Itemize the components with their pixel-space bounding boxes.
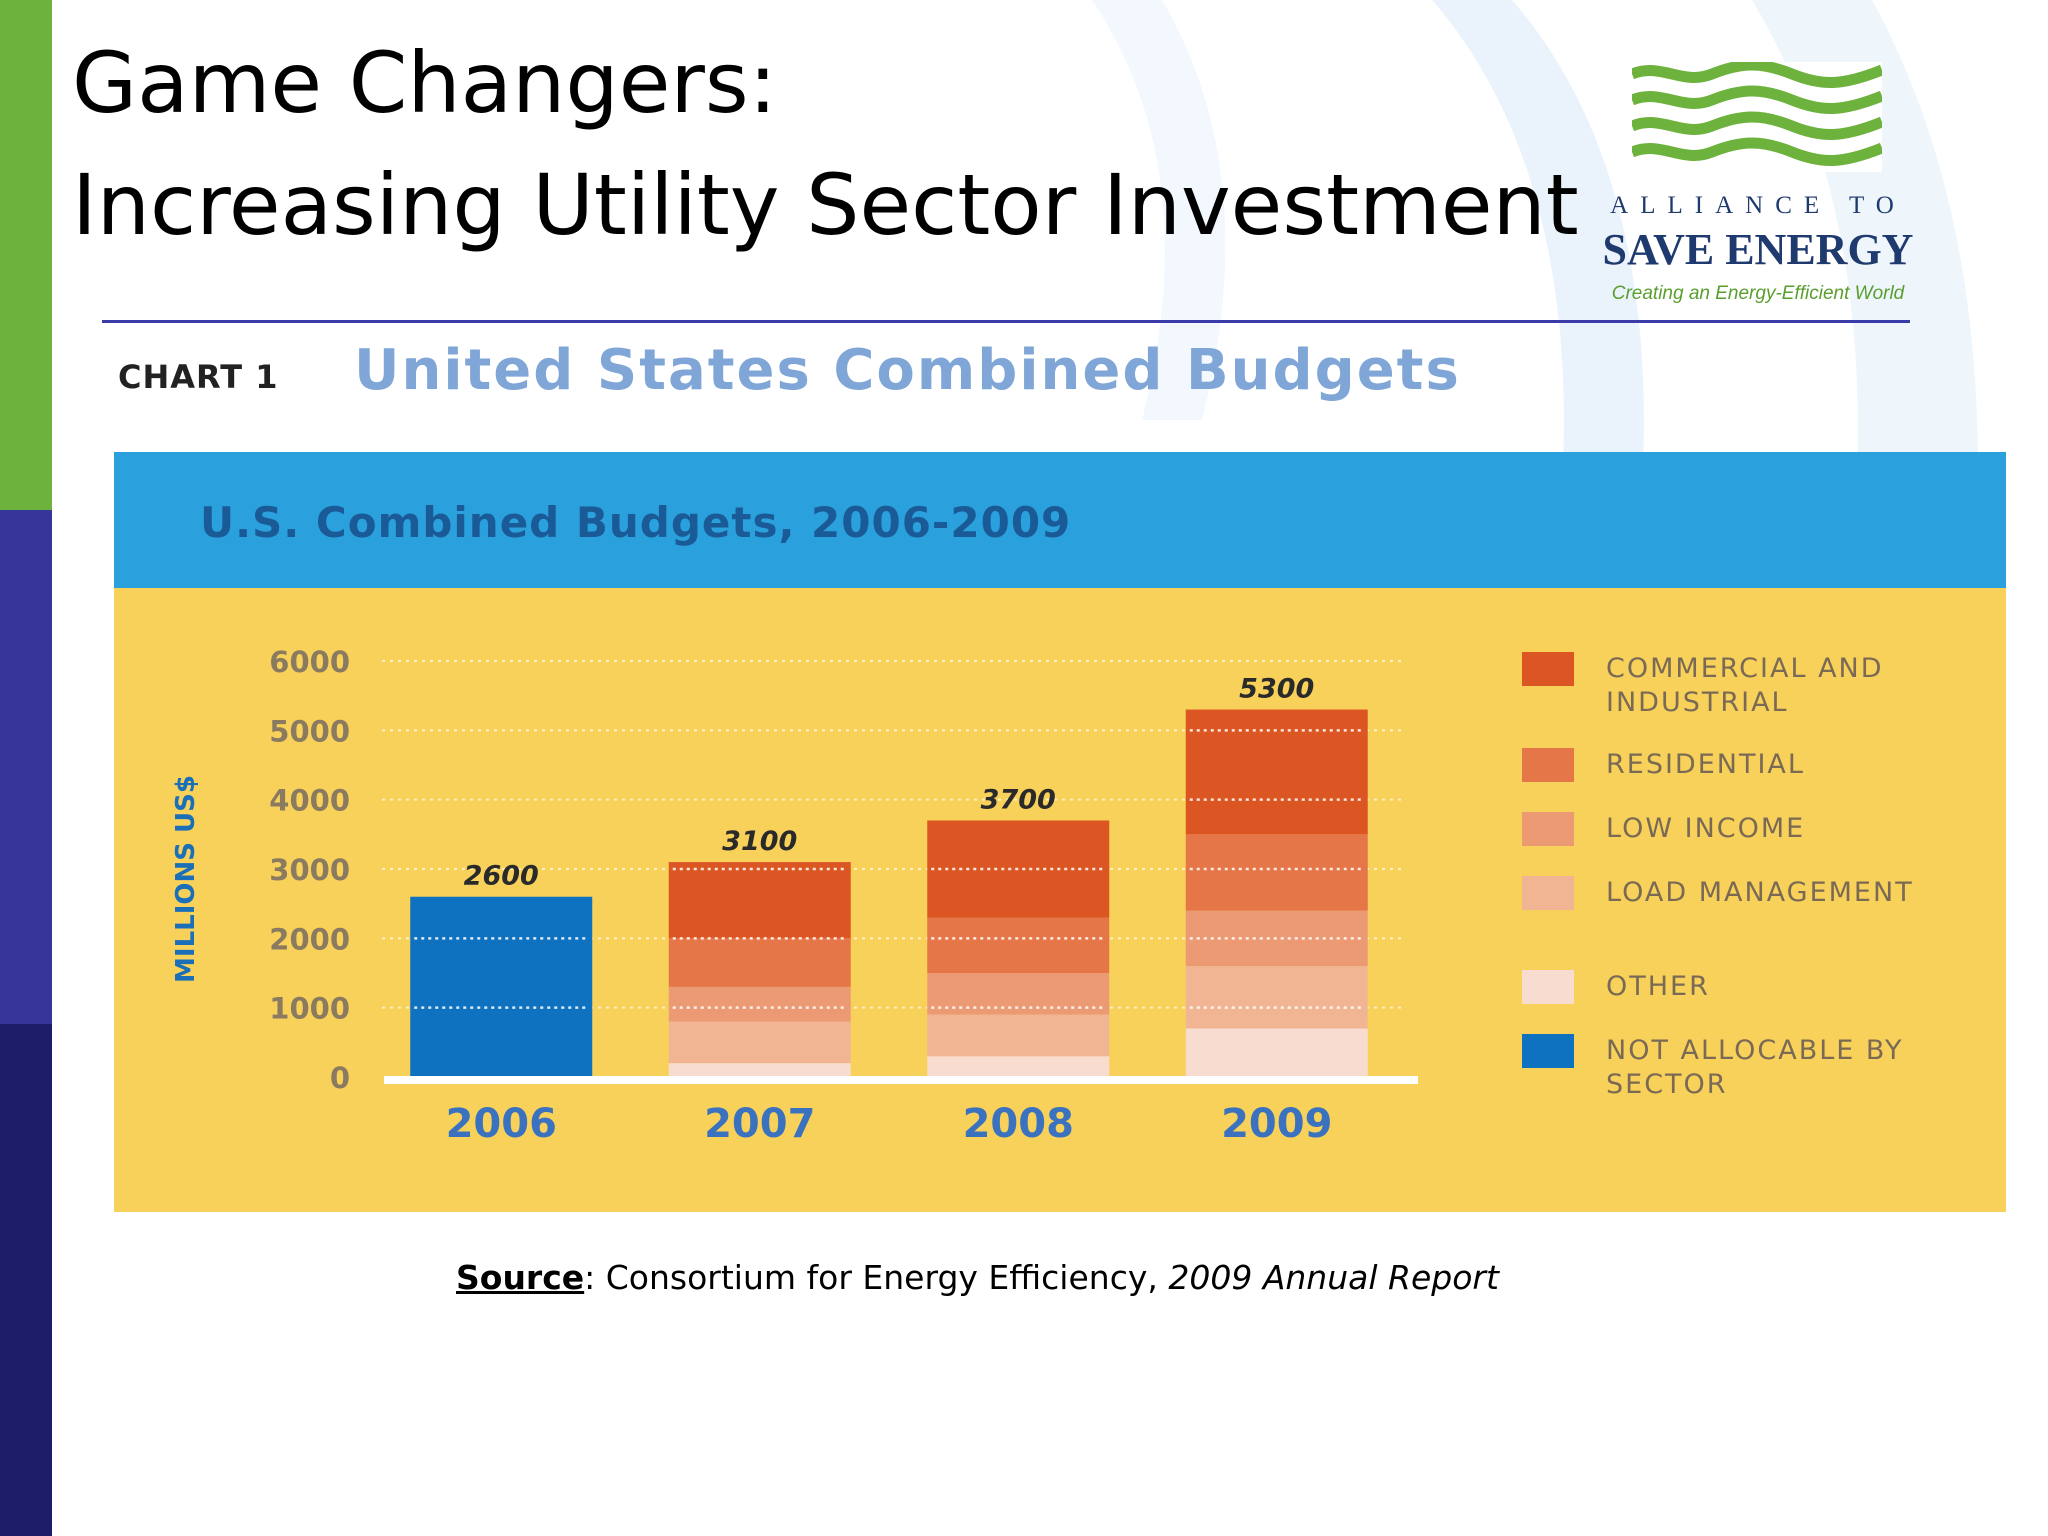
y-tick-label: 6000 [269, 645, 350, 679]
logo-line-save-energy: SAVE ENERGY [1602, 225, 1914, 274]
slide-title-line-2: Increasing Utility Sector Investment [72, 156, 1579, 254]
bar-chart: 0 1000 2000 3000 4000 5000 6000 MILLIONS US$ 260… [171, 645, 1418, 1147]
y-axis-title: MILLIONS US$ [171, 775, 201, 983]
x-tick-label: 2009 [1221, 1101, 1332, 1147]
bar-total-label: 3700 [981, 784, 1056, 815]
legend-swatch [1522, 876, 1574, 910]
logo-tagline: Creating an Energy-Efficient World [1611, 283, 1905, 304]
chart-panel: U.S. Combined Budgets, 2006-2009 0 1000 20… [114, 452, 2006, 1212]
bar-segment-residential [1185, 834, 1368, 911]
source-text: : Consortium for Energy Efficiency, [584, 1258, 1169, 1297]
legend-label: COMMERCIAL AND INDUSTRIAL [1606, 653, 1884, 718]
y-tick-label: 1000 [269, 992, 350, 1026]
legend-label: OTHER [1606, 971, 1710, 1002]
x-tick-label: 2007 [704, 1101, 815, 1147]
source-report-title: 2009 Annual Report [1168, 1258, 1499, 1297]
bar-segment-other [927, 1056, 1110, 1077]
left-accent-bar [0, 0, 52, 1536]
legend-label: NOT ALLOCABLE BY SECTOR [1606, 1035, 1904, 1100]
legend-swatch [1522, 1034, 1574, 1068]
legend-swatch [1522, 812, 1574, 846]
x-tick-label: 2008 [963, 1101, 1074, 1147]
legend-label: LOW INCOME [1606, 813, 1806, 844]
bar-total-label: 2600 [464, 861, 539, 892]
slide-title-line-1: Game Changers: [72, 34, 777, 132]
accent-green-segment [0, 0, 52, 510]
legend-swatch [1522, 652, 1574, 686]
source-citation: Source: Consortium for Energy Efficiency… [456, 1258, 1499, 1297]
accent-navy-segment [0, 1024, 52, 1536]
accent-indigo-segment [0, 510, 52, 1024]
bar-segment-other [1185, 1028, 1368, 1077]
chart-title: U.S. Combined Budgets, 2006-2009 [200, 498, 1072, 547]
chart-heading: United States Combined Budgets [354, 338, 1461, 403]
chart-number-label: CHART 1 [118, 358, 279, 396]
y-tick-label: 2000 [269, 922, 350, 956]
y-tick-label: 0 [330, 1061, 350, 1095]
bar-segment-other [668, 1063, 851, 1077]
legend-label: LOAD MANAGEMENT [1606, 877, 1914, 908]
waves-logo-icon [1632, 62, 1882, 172]
logo-line-alliance: ALLIANCE TO [1610, 192, 1906, 219]
bar-segment-load-management [668, 1021, 851, 1064]
slide-title: Game Changers: Increasing Utility Sector… [72, 22, 1579, 266]
bar-segment-load-management [1185, 966, 1368, 1029]
legend-label: RESIDENTIAL [1606, 749, 1805, 780]
y-tick-label: 4000 [269, 784, 350, 818]
bar-segment-load-management [927, 1014, 1110, 1057]
y-tick-label: 5000 [269, 714, 350, 748]
plot-area: 0 1000 2000 3000 4000 5000 6000 MILLIONS US$ 260… [114, 588, 2006, 1212]
bar-segment-commercial-and-industrial [1185, 709, 1368, 835]
bar-segment-residential [927, 917, 1110, 973]
bar-total-label: 3100 [722, 826, 797, 857]
legend-swatch [1522, 748, 1574, 782]
source-label: Source [456, 1258, 585, 1297]
bar-segment-not-allocable-by-sector [410, 896, 593, 1077]
bar-segment-residential [668, 938, 851, 987]
legend-swatch [1522, 970, 1574, 1004]
y-tick-label: 3000 [269, 853, 350, 887]
title-divider [102, 320, 1910, 323]
alliance-logo: ALLIANCE TO SAVE ENERGY Creating an Ener… [1592, 58, 1924, 316]
bar-segment-low-income [668, 986, 851, 1022]
chart-title-band: U.S. Combined Budgets, 2006-2009 [114, 452, 2006, 588]
bar-total-label: 5300 [1239, 674, 1314, 705]
x-tick-label: 2006 [446, 1101, 557, 1147]
bar-segment-commercial-and-industrial [668, 862, 851, 939]
